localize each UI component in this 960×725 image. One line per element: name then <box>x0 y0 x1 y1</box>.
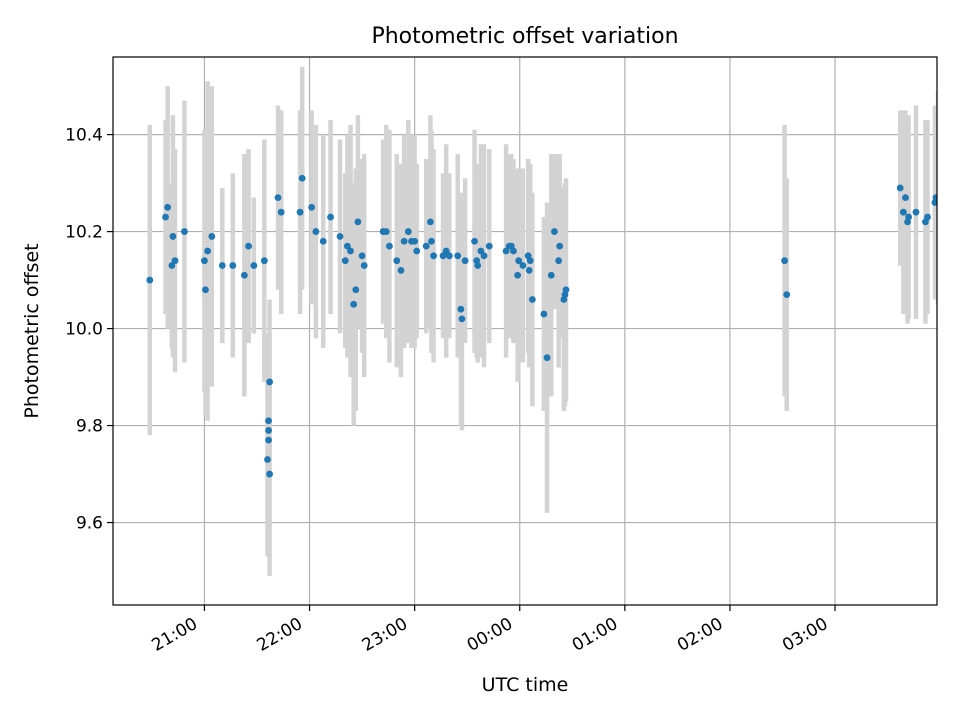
data-point <box>454 252 461 259</box>
y-tick-label: 10.4 <box>65 126 103 146</box>
data-point <box>172 257 179 264</box>
data-point <box>337 233 344 240</box>
data-point <box>781 257 788 264</box>
data-point <box>204 248 211 255</box>
y-tick-label: 9.8 <box>76 417 103 437</box>
data-point <box>297 209 304 216</box>
data-point <box>201 257 208 264</box>
data-point <box>308 204 315 211</box>
data-point <box>555 257 562 264</box>
data-point <box>548 272 555 279</box>
data-point <box>551 228 558 235</box>
x-axis-label: UTC time <box>482 674 569 696</box>
data-point <box>527 257 534 264</box>
y-tick-label: 9.6 <box>76 514 103 534</box>
data-point <box>342 257 349 264</box>
data-point <box>783 291 790 298</box>
data-point <box>411 238 418 245</box>
data-point <box>529 296 536 303</box>
data-point <box>265 427 272 434</box>
data-point <box>352 286 359 293</box>
data-point <box>405 228 412 235</box>
data-point <box>457 306 464 313</box>
chart-title: Photometric offset variation <box>371 24 678 49</box>
data-point <box>266 471 273 478</box>
data-point <box>245 243 252 250</box>
data-point <box>146 277 153 284</box>
data-point <box>427 218 434 225</box>
data-point <box>354 218 361 225</box>
data-point <box>386 243 393 250</box>
data-point <box>250 262 257 269</box>
data-point <box>462 257 469 264</box>
data-point <box>359 252 366 259</box>
y-tick-label: 10.0 <box>65 320 103 340</box>
data-point <box>413 248 420 255</box>
data-point <box>350 301 357 308</box>
data-point <box>265 417 272 424</box>
data-point <box>261 257 268 264</box>
data-point <box>544 354 551 361</box>
data-point <box>519 262 526 269</box>
data-point <box>428 238 435 245</box>
data-point <box>924 214 931 221</box>
data-point <box>474 262 481 269</box>
data-point <box>430 252 437 259</box>
data-point <box>299 175 306 182</box>
data-point <box>905 214 912 221</box>
data-point <box>902 194 909 201</box>
data-point <box>181 228 188 235</box>
data-point <box>401 238 408 245</box>
data-point <box>514 272 521 279</box>
data-point <box>900 209 907 216</box>
data-point <box>510 248 517 255</box>
data-point <box>208 233 215 240</box>
data-point <box>471 238 478 245</box>
data-point <box>446 252 453 259</box>
data-point <box>202 286 209 293</box>
data-point <box>459 315 466 322</box>
data-point <box>229 262 236 269</box>
data-point <box>162 214 169 221</box>
data-point <box>541 311 548 318</box>
data-point <box>398 267 405 274</box>
data-point <box>241 272 248 279</box>
data-point <box>170 233 177 240</box>
data-point <box>275 194 282 201</box>
data-point <box>361 262 368 269</box>
data-point <box>383 228 390 235</box>
data-point <box>266 379 273 386</box>
data-point <box>393 257 400 264</box>
data-point <box>347 248 354 255</box>
data-point <box>327 214 334 221</box>
data-point <box>265 437 272 444</box>
data-point <box>278 209 285 216</box>
data-point <box>913 209 920 216</box>
data-point <box>486 243 493 250</box>
data-point <box>526 267 533 274</box>
data-point <box>897 185 904 192</box>
data-point <box>556 243 563 250</box>
data-point <box>164 204 171 211</box>
y-axis-label: Photometric offset <box>21 243 43 418</box>
data-point <box>320 238 327 245</box>
data-point <box>264 456 271 463</box>
y-tick-label: 10.2 <box>65 223 103 243</box>
data-point <box>312 228 319 235</box>
data-point <box>563 286 570 293</box>
data-point <box>219 262 226 269</box>
data-point <box>423 243 430 250</box>
data-point <box>481 252 488 259</box>
